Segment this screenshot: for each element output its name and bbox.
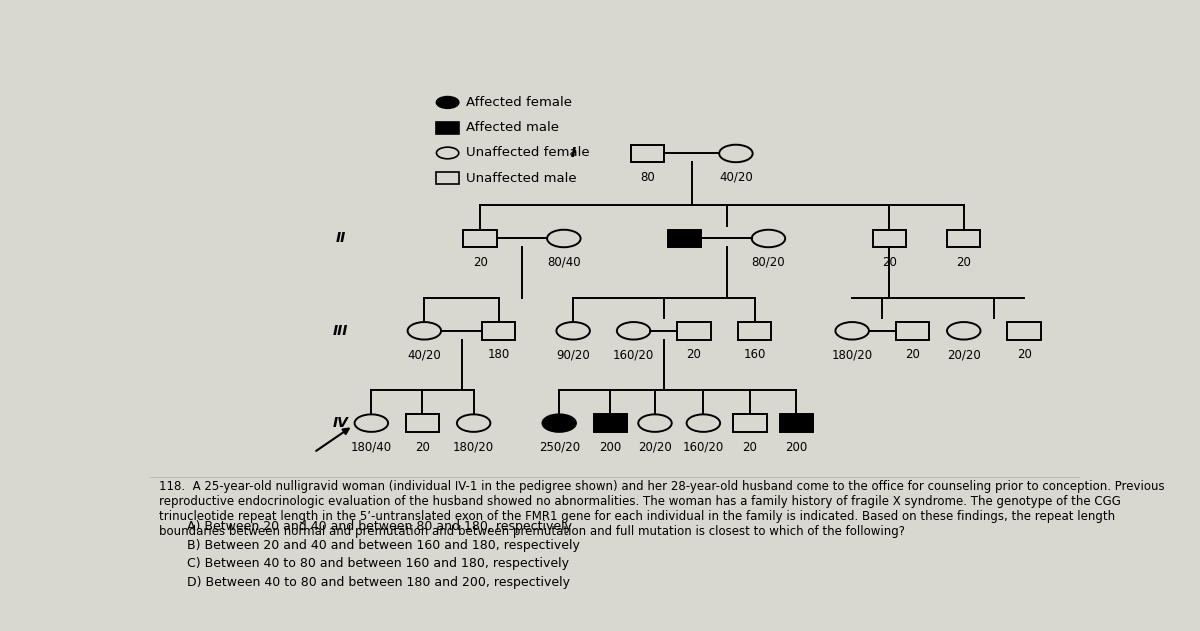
Text: 118.  A 25-year-old nulligravid woman (individual IV-1 in the pedigree shown) an: 118. A 25-year-old nulligravid woman (in…: [160, 480, 1165, 538]
Bar: [631, 144, 665, 162]
Circle shape: [542, 415, 576, 432]
Text: Affected male: Affected male: [467, 121, 559, 134]
Text: 160/20: 160/20: [683, 440, 724, 454]
Text: I: I: [570, 146, 576, 160]
Text: 160: 160: [743, 348, 766, 362]
Text: 80/40: 80/40: [547, 256, 581, 269]
Text: 200: 200: [785, 440, 808, 454]
Text: 20: 20: [473, 256, 487, 269]
Bar: [872, 230, 906, 247]
Text: A) Between 20 and 40 and between 80 and 180, respectively: A) Between 20 and 40 and between 80 and …: [187, 521, 572, 533]
Bar: [463, 230, 497, 247]
Text: III: III: [332, 324, 348, 338]
Bar: [594, 415, 628, 432]
Text: C) Between 40 to 80 and between 160 and 180, respectively: C) Between 40 to 80 and between 160 and …: [187, 557, 569, 570]
Text: Unaffected female: Unaffected female: [467, 146, 590, 160]
Text: 180: 180: [487, 348, 510, 362]
Text: 20: 20: [1016, 348, 1032, 362]
Text: B) Between 20 and 40 and between 160 and 180, respectively: B) Between 20 and 40 and between 160 and…: [187, 539, 580, 551]
Text: 40/20: 40/20: [719, 171, 752, 184]
Text: 200: 200: [599, 440, 622, 454]
Text: Unaffected male: Unaffected male: [467, 172, 577, 185]
Bar: [896, 322, 929, 339]
Text: IV: IV: [332, 416, 348, 430]
Bar: [738, 322, 772, 339]
Text: 250/20: 250/20: [539, 440, 580, 454]
Bar: [1008, 322, 1040, 339]
Text: 180/20: 180/20: [454, 440, 494, 454]
Text: 20: 20: [415, 440, 430, 454]
Text: 80/20: 80/20: [751, 256, 785, 269]
Text: 180/40: 180/40: [350, 440, 392, 454]
Bar: [437, 122, 458, 134]
Text: 80: 80: [640, 171, 655, 184]
Bar: [677, 322, 710, 339]
Text: II: II: [336, 232, 346, 245]
Text: 20: 20: [905, 348, 920, 362]
Text: 20: 20: [686, 348, 702, 362]
Bar: [482, 322, 516, 339]
Bar: [947, 230, 980, 247]
Bar: [733, 415, 767, 432]
Text: 20/20: 20/20: [638, 440, 672, 454]
Text: Affected female: Affected female: [467, 96, 572, 109]
Text: 20/20: 20/20: [947, 348, 980, 362]
Text: 20: 20: [956, 256, 971, 269]
Bar: [437, 172, 458, 184]
Bar: [406, 415, 439, 432]
Text: 20: 20: [743, 440, 757, 454]
Text: 20: 20: [882, 256, 896, 269]
Text: 160/20: 160/20: [613, 348, 654, 362]
Bar: [780, 415, 814, 432]
Text: 90/20: 90/20: [557, 348, 590, 362]
Circle shape: [437, 97, 458, 109]
Text: 40/20: 40/20: [408, 348, 442, 362]
Bar: [668, 230, 702, 247]
Text: D) Between 40 to 80 and between 180 and 200, respectively: D) Between 40 to 80 and between 180 and …: [187, 575, 570, 589]
Text: 180/20: 180/20: [832, 348, 872, 362]
